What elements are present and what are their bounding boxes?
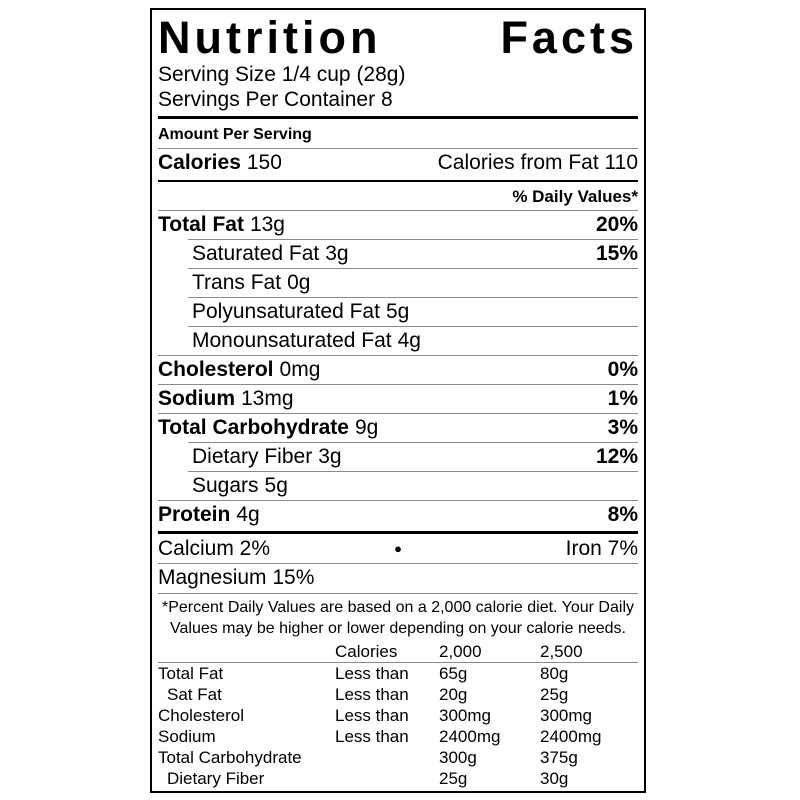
thick-separator-top xyxy=(158,115,638,120)
nutrient-name: Polyunsaturated Fat xyxy=(192,299,380,323)
nutrient-amount: 4g xyxy=(236,502,260,526)
title-word-nutrition: Nutrition xyxy=(158,12,382,63)
ref-name: Total Carbohydrate xyxy=(158,748,302,767)
ref-2000-value: 300g xyxy=(439,748,477,767)
calcium-value: Calcium 2% xyxy=(158,537,271,560)
minerals-row: Calcium 2% ● Iron 7% xyxy=(158,534,638,563)
reference-table: Calories 2,000 2,500 Total Fat Less than… xyxy=(158,641,638,791)
nutrient-amount: 5g xyxy=(264,473,288,497)
ref-name: Dietary Fiber xyxy=(167,769,265,788)
ref-2500-value: 375g xyxy=(540,748,578,767)
ref-qualifier xyxy=(335,747,439,768)
nutrient-row-total-carbohydrate: Total Carbohydrate 9g 3% xyxy=(158,412,638,442)
ref-2500-value: 25g xyxy=(540,685,569,704)
nutrient-amount: 3g xyxy=(318,444,342,468)
magnesium-value: Magnesium 15% xyxy=(158,563,638,593)
ref-qualifier: Less than xyxy=(335,685,409,704)
nutrient-daily-value: 15% xyxy=(595,241,638,265)
footnote: *Percent Daily Values are based on a 2,0… xyxy=(158,593,638,641)
nutrient-daily-value: 20% xyxy=(595,212,638,236)
ref-qualifier: Less than xyxy=(335,706,409,725)
ref-row-sat-fat: Sat Fat Less than 20g 25g xyxy=(158,684,638,705)
ref-2500-value: 80g xyxy=(540,664,569,683)
ref-2000-value: 20g xyxy=(439,685,468,704)
nutrient-row-monounsaturated-fat: Monounsaturated Fat 4g xyxy=(188,325,638,355)
ref-header-2500: 2,500 xyxy=(540,642,583,661)
nutrient-row-trans-fat: Trans Fat 0g xyxy=(188,267,638,297)
ref-2000-value: 65g xyxy=(439,664,468,683)
calories-from-fat: Calories from Fat 110 xyxy=(437,151,638,175)
nutrient-amount: 13mg xyxy=(241,386,294,410)
nutrient-name: Sodium xyxy=(158,386,235,410)
nutrient-amount: 0g xyxy=(287,270,311,294)
calories-label: Calories xyxy=(158,151,241,175)
nutrient-row-polyunsaturated-fat: Polyunsaturated Fat 5g xyxy=(188,296,638,326)
nutrient-daily-value: 1% xyxy=(607,386,638,410)
nutrient-row-saturated-fat: Saturated Fat 3g 15% xyxy=(188,238,638,268)
nutrient-daily-value: 3% xyxy=(607,415,638,439)
ref-qualifier xyxy=(335,768,439,789)
dot-separator-icon: ● xyxy=(394,541,402,556)
ref-2000-value: 300mg xyxy=(439,706,491,725)
thick-separator-bottom xyxy=(158,530,638,534)
nutrient-name: Monounsaturated Fat xyxy=(192,328,392,352)
daily-values-header: % Daily Values* xyxy=(512,186,638,206)
nutrient-amount: 5g xyxy=(385,299,410,323)
nutrient-daily-value: 12% xyxy=(595,444,638,468)
nutrient-row-cholesterol: Cholesterol 0mg 0% xyxy=(158,354,638,384)
ref-2000-value: 25g xyxy=(439,769,468,788)
nutrient-daily-value: 8% xyxy=(607,502,638,526)
nutrient-name: Total Carbohydrate xyxy=(158,415,349,439)
ref-2500-value: 30g xyxy=(540,769,569,788)
ref-name: Sodium xyxy=(158,727,216,746)
nutrient-amount: 0mg xyxy=(279,357,321,381)
calories-value: 150 xyxy=(246,151,282,175)
nutrient-row-total-fat: Total Fat 13g 20% xyxy=(158,209,638,239)
ref-name: Total Fat xyxy=(158,664,224,683)
nutrient-name: Saturated Fat xyxy=(192,241,320,265)
nutrient-name: Dietary Fiber xyxy=(192,444,313,468)
title-word-facts: Facts xyxy=(500,12,638,63)
nutrient-name: Trans Fat xyxy=(192,270,282,294)
nutrient-row-sodium: Sodium 13mg 1% xyxy=(158,383,638,413)
servings-per-container: Servings Per Container 8 xyxy=(158,87,393,111)
nutrition-facts-label: Nutrition Facts Serving Size 1/4 cup (28… xyxy=(150,8,646,793)
ref-row-cholesterol: Cholesterol Less than 300mg 300mg xyxy=(158,705,638,726)
nutrient-name: Sugars xyxy=(192,473,259,497)
calories-row: Calories 150 Calories from Fat 110 xyxy=(158,148,638,178)
nutrient-name: Cholesterol xyxy=(158,357,274,381)
ref-name: Sat Fat xyxy=(167,685,222,704)
medium-separator xyxy=(158,180,638,182)
iron-value: Iron 7% xyxy=(565,537,638,560)
amount-per-serving-label: Amount Per Serving xyxy=(158,126,312,144)
ref-row-total-fat: Total Fat Less than 65g 80g xyxy=(158,663,638,684)
nutrient-name: Total Fat xyxy=(158,212,244,236)
serving-size: Serving Size 1/4 cup (28g) xyxy=(158,62,406,86)
ref-row-total-carbohydrate: Total Carbohydrate 300g 375g xyxy=(158,747,638,768)
ref-2500-value: 300mg xyxy=(540,706,592,725)
ref-qualifier: Less than xyxy=(335,664,409,683)
calories-left: Calories 150 xyxy=(158,150,282,176)
nutrient-amount: 13g xyxy=(249,212,285,236)
ref-2500-value: 2400mg xyxy=(540,727,602,746)
ref-header-blank xyxy=(158,641,335,662)
ref-name: Cholesterol xyxy=(158,706,244,725)
nutrient-name: Protein xyxy=(158,502,231,526)
ref-header-2000: 2,000 xyxy=(439,642,482,661)
nutrient-row-protein: Protein 4g 8% xyxy=(158,499,638,529)
nutrient-row-sugars: Sugars 5g xyxy=(188,470,638,500)
ref-2000-value: 2400mg xyxy=(439,727,501,746)
reference-table-header: Calories 2,000 2,500 xyxy=(158,641,638,663)
nutrient-daily-value: 0% xyxy=(607,357,638,381)
ref-row-dietary-fiber: Dietary Fiber 25g 30g xyxy=(158,768,638,789)
label-title: Nutrition Facts xyxy=(158,10,638,62)
ref-row-sodium: Sodium Less than 2400mg 2400mg xyxy=(158,726,638,747)
ref-header-calories: Calories xyxy=(335,642,398,661)
ref-qualifier: Less than xyxy=(335,727,409,746)
nutrient-row-dietary-fiber: Dietary Fiber 3g 12% xyxy=(188,441,638,471)
nutrient-amount: 4g xyxy=(397,328,421,352)
nutrient-amount: 9g xyxy=(354,415,379,439)
nutrient-amount: 3g xyxy=(325,241,349,265)
